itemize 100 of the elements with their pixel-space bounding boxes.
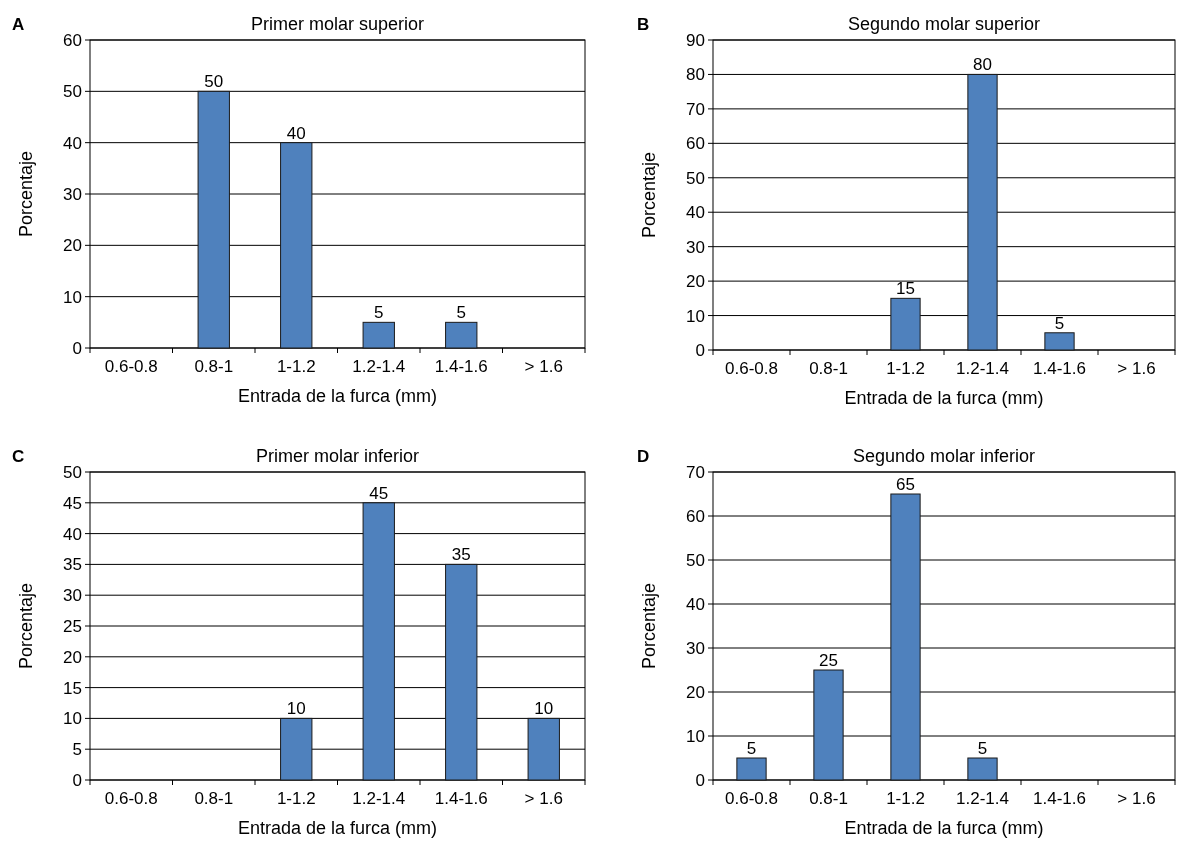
bar xyxy=(445,321,478,349)
chart-title: Primer molar inferior xyxy=(255,446,420,466)
x-tick-label: 0.8-1 xyxy=(194,357,234,376)
x-axis-title: Entrada de la furca (mm) xyxy=(237,386,438,406)
bar xyxy=(362,321,395,349)
data-label: 10 xyxy=(534,699,554,719)
text: A xyxy=(12,15,25,34)
y-tick-label: 0 xyxy=(72,770,82,790)
data-label: 10 xyxy=(286,699,306,719)
y-tick-label: 60 xyxy=(63,30,82,50)
x-tick-label: 0.6-0.8 xyxy=(104,357,158,376)
y-tick-label: 10 xyxy=(63,709,82,729)
y-tick-label: 10 xyxy=(686,306,705,326)
data-label: 80 xyxy=(973,55,992,75)
data-label: 5 xyxy=(977,739,988,758)
data-label: 35 xyxy=(451,545,471,565)
y-tick-label: 50 xyxy=(686,168,705,188)
y-tick-label: 30 xyxy=(686,638,705,658)
x-tick-label: 1.4-1.6 xyxy=(1033,359,1086,378)
y-tick-label: 40 xyxy=(63,524,82,544)
x-tick-label: 1.2-1.4 xyxy=(352,357,406,376)
data-label: 50 xyxy=(204,72,224,92)
text: C xyxy=(12,447,25,466)
x-tick-label: 0.8-1 xyxy=(809,359,848,378)
x-tick-label: 1-1.2 xyxy=(276,789,316,808)
data-label: 25 xyxy=(819,651,838,670)
data-label: 45 xyxy=(369,483,389,503)
chart-title: Segundo molar inferior xyxy=(852,446,1036,466)
y-tick-label: 40 xyxy=(686,203,705,223)
x-axis-title: Entrada de la furca (mm) xyxy=(844,388,1044,408)
y-tick-label: 10 xyxy=(686,726,705,746)
y-tick-label: 20 xyxy=(63,236,82,256)
data-label: 15 xyxy=(896,279,915,299)
bar xyxy=(280,717,313,781)
x-tick-label: 0.6-0.8 xyxy=(104,789,158,808)
x-tick-label: 1-1.2 xyxy=(886,789,925,808)
x-tick-label: > 1.6 xyxy=(524,789,563,808)
bar xyxy=(967,73,998,351)
bar xyxy=(890,493,921,781)
x-tick-label: > 1.6 xyxy=(1117,359,1156,378)
x-tick-label: 1-1.2 xyxy=(886,359,925,378)
bar xyxy=(967,757,998,781)
data-label: 5 xyxy=(1054,313,1065,333)
bar xyxy=(813,669,844,781)
y-tick-label: 50 xyxy=(686,550,705,570)
data-label: 5 xyxy=(374,303,384,323)
x-tick-label: 1.2-1.4 xyxy=(956,789,1009,808)
y-axis-title: Porcentaje xyxy=(639,582,659,670)
bar xyxy=(445,563,478,781)
text: B xyxy=(637,15,650,34)
y-tick-label: 5 xyxy=(72,740,82,760)
y-tick-label: 0 xyxy=(695,770,705,790)
y-tick-label: 20 xyxy=(686,682,705,702)
x-tick-label: 1.4-1.6 xyxy=(434,357,488,376)
x-tick-label: 0.6-0.8 xyxy=(725,359,778,378)
y-tick-label: 60 xyxy=(686,134,705,154)
y-tick-label: 70 xyxy=(686,462,705,482)
y-tick-label: 35 xyxy=(63,555,82,575)
y-tick-label: 45 xyxy=(63,493,82,513)
y-tick-label: 60 xyxy=(686,506,705,526)
y-tick-label: 30 xyxy=(63,586,82,606)
bar xyxy=(280,142,313,349)
chart-title: Primer molar superior xyxy=(250,14,425,34)
data-label: 65 xyxy=(896,475,915,494)
x-tick-label: 0.8-1 xyxy=(809,789,848,808)
y-tick-label: 25 xyxy=(63,616,82,636)
data-label: 5 xyxy=(456,303,466,323)
x-tick-label: 1.4-1.6 xyxy=(1033,789,1086,808)
y-tick-label: 70 xyxy=(686,99,705,119)
y-tick-label: 30 xyxy=(686,237,705,257)
y-tick-label: 90 xyxy=(686,30,705,50)
y-tick-label: 80 xyxy=(686,65,705,85)
y-tick-label: 40 xyxy=(686,594,705,614)
y-tick-label: 0 xyxy=(72,338,82,358)
y-axis-title: Porcentaje xyxy=(639,151,659,239)
y-tick-label: 10 xyxy=(63,287,82,307)
y-tick-label: 30 xyxy=(63,184,82,204)
y-tick-label: 50 xyxy=(63,82,82,102)
text: D xyxy=(637,447,650,466)
bar xyxy=(1044,332,1075,351)
bar xyxy=(362,502,395,781)
data-label: 5 xyxy=(746,739,757,758)
x-tick-label: 1.4-1.6 xyxy=(434,789,488,808)
x-tick-label: 1.2-1.4 xyxy=(352,789,406,808)
y-tick-label: 50 xyxy=(63,462,82,482)
bar xyxy=(890,297,921,351)
x-axis-title: Entrada de la furca (mm) xyxy=(844,818,1044,838)
x-tick-label: > 1.6 xyxy=(524,357,563,376)
y-axis-title: Porcentaje xyxy=(16,582,36,670)
bar xyxy=(527,717,560,781)
x-tick-label: 0.8-1 xyxy=(194,789,234,808)
y-tick-label: 15 xyxy=(63,678,82,698)
bar xyxy=(197,90,230,349)
x-tick-label: 0.6-0.8 xyxy=(725,789,778,808)
y-tick-label: 40 xyxy=(63,133,82,153)
x-axis-title: Entrada de la furca (mm) xyxy=(237,818,438,838)
y-axis-title: Porcentaje xyxy=(16,150,36,238)
y-tick-label: 20 xyxy=(686,272,705,292)
x-tick-label: 1.2-1.4 xyxy=(956,359,1009,378)
y-tick-label: 0 xyxy=(695,340,705,360)
